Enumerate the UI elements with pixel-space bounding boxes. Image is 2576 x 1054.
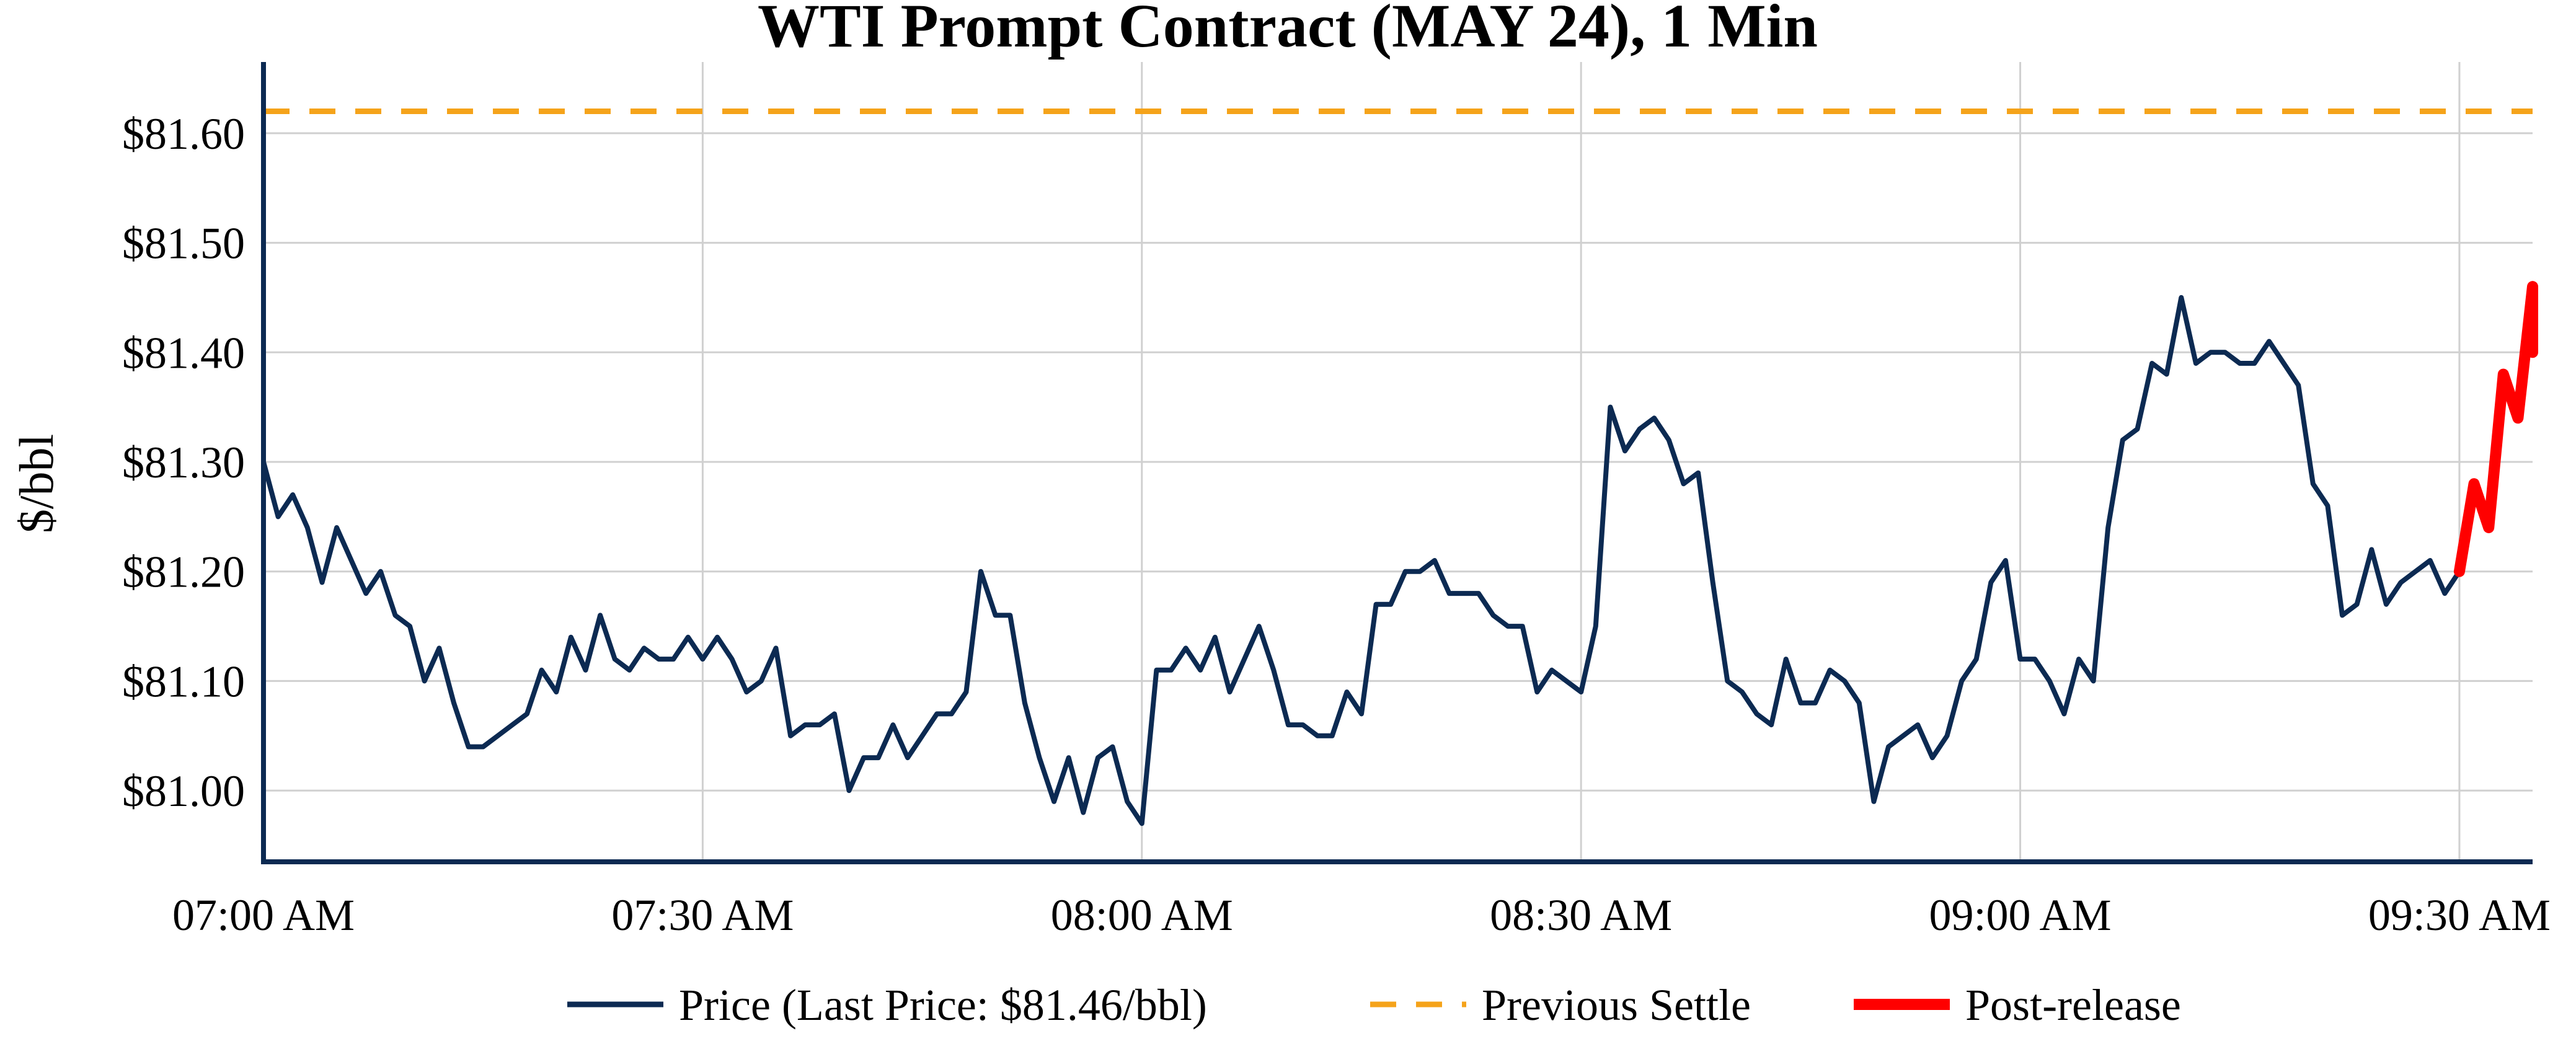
price-line [261,294,2462,826]
legend-previous-settle: Previous Settle [1370,980,1751,1030]
series-layer [261,108,2538,826]
y-tick-label: $81.20 [122,547,245,597]
legend: Price (Last Price: $81.46/bbl) Previous S… [567,980,2181,1030]
x-tick-label: 07:30 AM [611,890,794,940]
post-release-line [2453,281,2538,577]
chart-title: WTI Prompt Contract (MAY 24), 1 Min [758,0,1818,60]
tick-labels: $81.00 $81.10 $81.20 $81.30 $81.40 $81.50 $81.… [122,109,2551,940]
axes [261,62,2533,864]
legend-price: Price (Last Price: $81.46/bbl) [567,980,1207,1030]
y-tick-label: $81.10 [122,657,245,706]
legend-label: Previous Settle [1482,980,1751,1030]
legend-post-release: Post-release [1854,980,2181,1030]
gridlines [262,62,2533,862]
x-tick-label: 07:00 AM [172,890,355,940]
x-tick-label: 09:00 AM [1929,890,2112,940]
y-tick-label: $81.00 [122,766,245,816]
y-axis-label: $/bbl [9,434,63,533]
x-tick-label: 09:30 AM [2368,890,2551,940]
y-tick-label: $81.40 [122,328,245,378]
x-tick-label: 08:00 AM [1051,890,1233,940]
legend-label: Price (Last Price: $81.46/bbl) [679,980,1207,1030]
y-tick-label: $81.60 [122,109,245,159]
y-tick-label: $81.50 [122,219,245,268]
x-tick-label: 08:30 AM [1490,890,1672,940]
legend-label: Post-release [1965,980,2181,1030]
y-tick-label: $81.30 [122,438,245,487]
